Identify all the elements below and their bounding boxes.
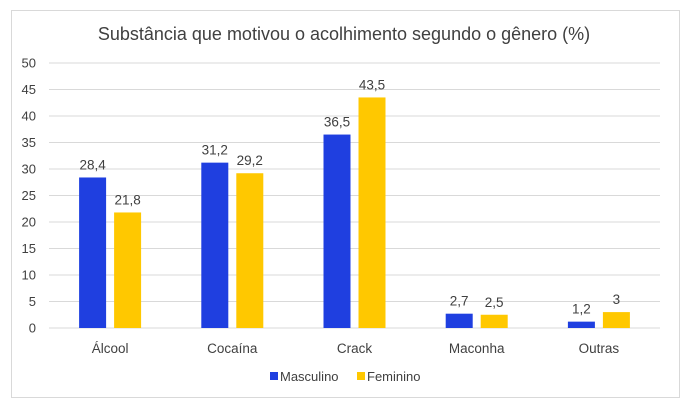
data-label: 28,4 bbox=[79, 157, 106, 172]
data-label: 36,5 bbox=[324, 115, 350, 130]
y-tick-label: 5 bbox=[29, 294, 36, 309]
data-label: 2,7 bbox=[450, 294, 469, 309]
bar-feminino-1 bbox=[236, 173, 264, 328]
x-category-label: Maconha bbox=[449, 341, 505, 356]
legend-label-masculino: Masculino bbox=[280, 369, 339, 384]
y-tick-label: 40 bbox=[22, 109, 36, 124]
y-tick-label: 25 bbox=[22, 188, 36, 203]
bar-feminino-2 bbox=[358, 97, 386, 328]
data-labels: 28,4 21,8 31,2 29,2 36,5 43,5 2,7 2,5 1,2 3 bbox=[79, 77, 620, 316]
x-category-label: Outras bbox=[579, 341, 620, 356]
x-category-label: Cocaína bbox=[207, 341, 258, 356]
data-label: 43,5 bbox=[359, 77, 385, 92]
data-label: 29,2 bbox=[237, 153, 263, 168]
bar-feminino-4 bbox=[602, 312, 630, 328]
bar-masculino-1 bbox=[201, 162, 229, 328]
bar-masculino-2 bbox=[323, 134, 351, 328]
data-label: 1,2 bbox=[572, 302, 591, 317]
x-category-label: Álcool bbox=[92, 341, 129, 356]
bar-masculino-0 bbox=[79, 177, 107, 328]
y-tick-label: 30 bbox=[22, 162, 36, 177]
chart-title: Substância que motivou o acolhimento seg… bbox=[98, 24, 590, 44]
legend: Masculino Feminino bbox=[270, 369, 420, 384]
bar-masculino-3 bbox=[445, 313, 473, 328]
y-tick-label: 20 bbox=[22, 215, 36, 230]
y-axis-ticks: 0 5 10 15 20 25 30 35 40 45 50 bbox=[22, 56, 36, 336]
y-tick-label: 45 bbox=[22, 82, 36, 97]
y-tick-label: 50 bbox=[22, 56, 36, 71]
legend-swatch-masculino bbox=[270, 372, 278, 380]
data-label: 31,2 bbox=[202, 143, 228, 158]
bar-masculino-4 bbox=[567, 321, 595, 328]
x-category-label: Crack bbox=[337, 341, 373, 356]
bar-feminino-0 bbox=[114, 212, 142, 328]
data-label: 21,8 bbox=[114, 192, 140, 207]
bar-feminino-3 bbox=[480, 314, 508, 328]
x-axis-categories: Álcool Cocaína Crack Maconha Outras bbox=[92, 341, 620, 356]
bars bbox=[79, 97, 630, 328]
data-label: 2,5 bbox=[485, 295, 504, 310]
legend-swatch-feminino bbox=[357, 372, 365, 380]
data-label: 3 bbox=[613, 292, 621, 307]
legend-label-feminino: Feminino bbox=[367, 369, 420, 384]
y-tick-label: 10 bbox=[22, 268, 36, 283]
y-tick-label: 0 bbox=[29, 321, 36, 336]
gridlines bbox=[49, 62, 660, 329]
y-tick-label: 15 bbox=[22, 241, 36, 256]
y-tick-label: 35 bbox=[22, 135, 36, 150]
